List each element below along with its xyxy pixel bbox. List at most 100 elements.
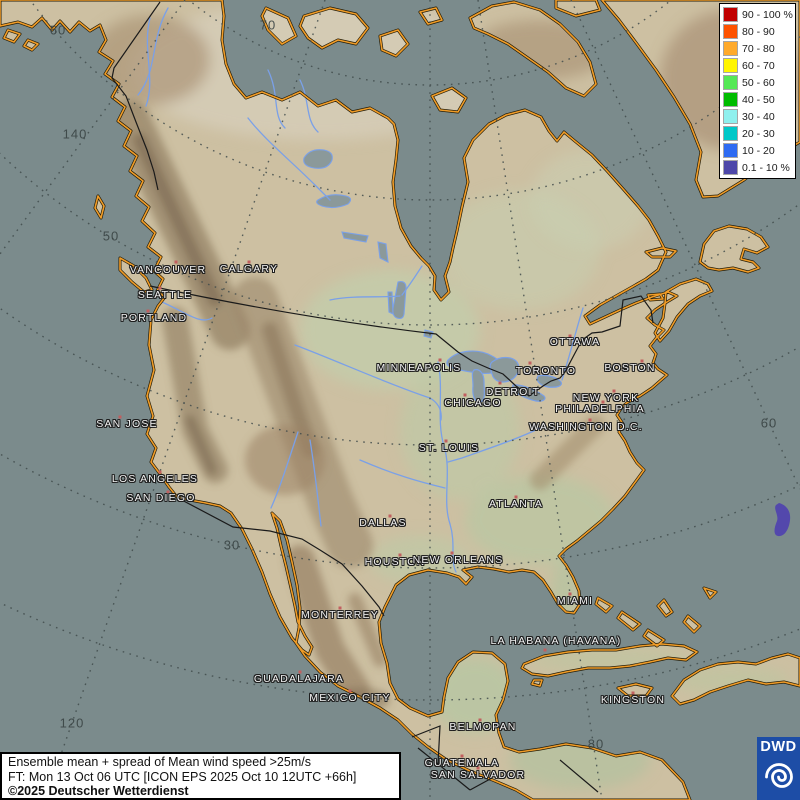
city-label: WASHINGTON D.C. xyxy=(529,421,643,433)
legend-row: 90 - 100 % xyxy=(723,6,795,23)
city-label: BOSTON xyxy=(604,362,656,374)
city-marker xyxy=(338,606,342,610)
city-label: CHICAGO xyxy=(444,397,502,409)
city-marker xyxy=(612,389,616,393)
dwd-logo: DWD xyxy=(757,737,800,800)
city-marker xyxy=(631,691,635,695)
legend-label: 20 - 30 xyxy=(742,127,775,140)
graticule-label: 30 xyxy=(223,537,241,553)
legend-label: 0.1 - 10 % xyxy=(742,161,790,174)
legend-row: 60 - 70 xyxy=(723,57,795,74)
city-label: PORTLAND xyxy=(120,312,188,324)
city-marker xyxy=(118,415,122,419)
great-lakes xyxy=(446,350,562,403)
city-marker xyxy=(568,592,572,596)
city-label: PHILADELPHIA xyxy=(555,403,645,415)
graticule-label: 60 xyxy=(760,415,778,431)
legend-swatch xyxy=(723,126,738,141)
city-label: SAN DIEGO xyxy=(126,492,196,504)
city-marker xyxy=(640,359,644,363)
city-label: KINGSTON xyxy=(600,694,666,706)
city-marker xyxy=(588,418,592,422)
legend-row: 20 - 30 xyxy=(723,125,795,142)
city-marker xyxy=(158,286,162,290)
legend-row: 30 - 40 xyxy=(723,108,795,125)
city-label: SEATTLE xyxy=(137,289,193,301)
city-label: HOUSTON xyxy=(364,556,426,568)
city-label: CALGARY xyxy=(219,263,279,275)
city-marker xyxy=(388,514,392,518)
graticule-label: 140 xyxy=(62,126,88,142)
city-label: SAN JOSE xyxy=(96,418,158,430)
city-marker xyxy=(444,439,448,443)
legend-label: 30 - 40 xyxy=(742,110,775,123)
legend-swatch xyxy=(723,143,738,158)
legend-label: 50 - 60 xyxy=(742,76,775,89)
legend-swatch xyxy=(723,109,738,124)
city-label: DETROIT xyxy=(485,386,541,398)
copyright: ©2025 Deutscher Wetterdienst xyxy=(8,784,189,799)
city-label: GUADALAJARA xyxy=(253,673,345,685)
city-label: GUATEMALA xyxy=(424,757,500,769)
graticule-label: 70 xyxy=(259,17,277,33)
legend-label: 10 - 20 xyxy=(742,144,775,157)
city-label: MINNEAPOLIS xyxy=(376,362,462,374)
legend-swatch xyxy=(723,92,738,107)
legend-row: 70 - 80 xyxy=(723,40,795,57)
city-marker xyxy=(247,260,251,264)
city-label: DALLAS xyxy=(359,517,407,529)
city-label: LOS ANGELES xyxy=(111,473,199,485)
city-marker xyxy=(528,361,532,365)
legend-swatch xyxy=(723,41,738,56)
graticule-label: 120 xyxy=(59,715,85,731)
legend-label: 70 - 80 xyxy=(742,42,775,55)
legend-swatch xyxy=(723,58,738,73)
city-label: MONTERREY xyxy=(301,609,379,621)
dwd-spiral-icon xyxy=(764,763,793,788)
probability-legend: 90 - 100 % 80 - 90 70 - 80 60 - 70 50 - 60 40… xyxy=(719,3,796,179)
forecast-time: FT: Mon 13 Oct 06 UTC [ICON EPS 2025 Oct… xyxy=(8,769,357,784)
legend-swatch xyxy=(723,7,738,22)
legend-row: 0.1 - 10 % xyxy=(723,159,795,176)
legend-row: 50 - 60 xyxy=(723,74,795,91)
graticule-label: 80 xyxy=(587,736,605,752)
city-marker xyxy=(398,553,402,557)
legend-label: 90 - 100 % xyxy=(742,8,793,21)
city-label: BELMOPAN xyxy=(449,721,517,733)
legend-label: 40 - 50 xyxy=(742,93,775,106)
country-borders xyxy=(111,1,654,793)
canadian-lakes xyxy=(303,149,434,339)
city-label: MEXICO CITY xyxy=(309,692,391,704)
city-marker xyxy=(543,648,547,652)
city-label: SAN SALVADOR xyxy=(430,769,526,781)
city-marker xyxy=(348,689,352,693)
legend-swatch xyxy=(723,24,738,39)
legend-row: 80 - 90 xyxy=(723,23,795,40)
city-marker xyxy=(298,670,302,674)
city-label: NEW ORLEANS xyxy=(412,554,504,566)
product-title: Ensemble mean + spread of Mean wind spee… xyxy=(8,755,311,769)
dwd-logo-text: DWD xyxy=(760,739,797,755)
city-label: TORONTO xyxy=(515,365,577,377)
city-label: LA HABANA (HAVANA) xyxy=(490,635,622,647)
legend-swatch xyxy=(723,160,738,175)
city-marker xyxy=(568,334,572,338)
legend-label: 80 - 90 xyxy=(742,25,775,38)
legend-row: 10 - 20 xyxy=(723,142,795,159)
city-marker xyxy=(450,551,454,555)
city-marker xyxy=(146,309,150,313)
city-marker xyxy=(438,358,442,362)
city-marker xyxy=(601,400,605,404)
city-marker xyxy=(498,381,502,385)
city-label: OTTAWA xyxy=(549,336,601,348)
rivers xyxy=(137,7,584,573)
city-marker xyxy=(514,495,518,499)
city-label: MIAMI xyxy=(556,595,594,607)
city-marker xyxy=(166,490,170,494)
city-marker xyxy=(478,718,482,722)
city-label: VANCOUVER xyxy=(129,264,207,276)
probability-spot xyxy=(774,503,791,537)
